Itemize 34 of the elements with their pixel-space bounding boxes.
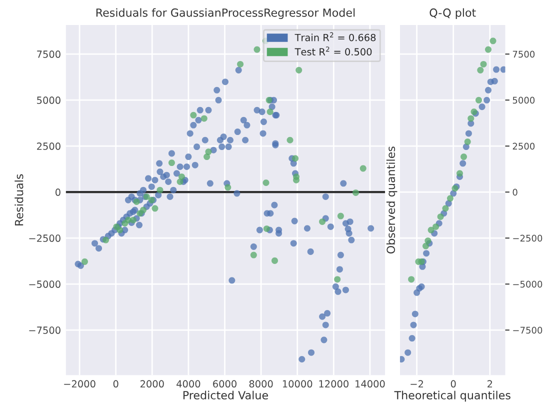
legend-label: Test R$^{2}$ = 0.500 (294, 46, 372, 56)
x-tick-label: −2000 (64, 380, 96, 388)
chart-title: Q-Q plot (430, 8, 476, 19)
y-tick-label: 0 (512, 188, 518, 196)
y-tick-label: 2500 (512, 142, 535, 150)
y-tick-label: −2500 (513, 234, 542, 242)
y-tick-label: 5000 (37, 96, 60, 104)
x-tick-label: 14000 (356, 380, 385, 388)
y-tick-label: 0 (56, 188, 60, 196)
x-tick-label: 12000 (319, 380, 348, 388)
y-tick-label: −7500 (29, 326, 60, 334)
y-axis-title: Observed quantiles (386, 146, 398, 254)
x-axis-title: Predicted Value (183, 390, 268, 400)
y-tick-label: −2500 (29, 234, 60, 242)
y-tick-label: −7500 (513, 326, 542, 334)
y-tick-label: −5000 (513, 280, 542, 288)
x-tick-label: 10000 (282, 380, 312, 388)
x-tick-label: 2000 (140, 380, 164, 388)
y-tick-label: −5000 (29, 280, 60, 288)
y-tick-label: 2500 (37, 142, 60, 150)
legend-label: Train R$^{2}$ = 0.668 (294, 32, 376, 42)
x-tick-label: 6000 (213, 380, 236, 388)
y-tick-label: 7500 (512, 50, 535, 58)
x-tick-label: 4000 (176, 380, 200, 388)
x-tick-label: 0 (113, 380, 118, 388)
x-tick-label: 2 (488, 380, 492, 388)
y-tick-label: 7500 (37, 50, 60, 58)
y-axis-title: Residuals (14, 174, 24, 226)
chart-title: Residuals for GaussianProcessRegressor Model (96, 8, 355, 19)
x-axis-title: Theoretical quantiles (394, 390, 510, 402)
x-tick-label: −2 (410, 380, 423, 388)
x-tick-label: 8000 (249, 380, 273, 388)
y-tick-label: 5000 (512, 96, 535, 104)
x-tick-label: 0 (450, 380, 456, 388)
